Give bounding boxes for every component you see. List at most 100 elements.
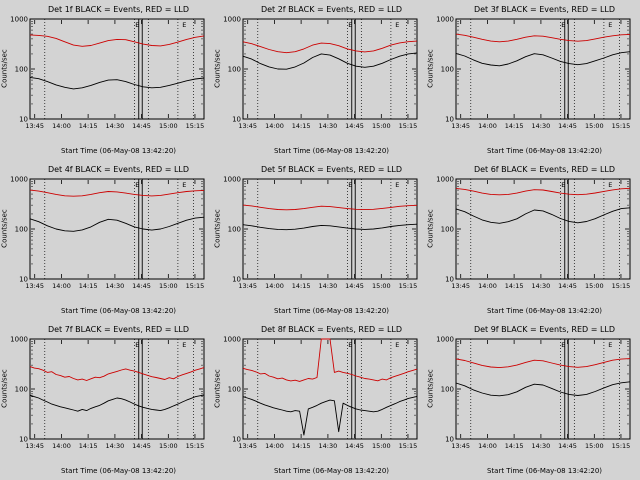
x-tick-label: 14:00: [478, 442, 497, 450]
flag-label: E: [395, 181, 399, 189]
x-tick-label: 14:00: [265, 122, 284, 130]
x-axis-label: Start Time (06-May-08 13:42:20): [60, 467, 177, 475]
y-tick-label: 10: [19, 276, 28, 284]
x-tick-label: 14:45: [558, 122, 577, 130]
x-tick-label: 14:15: [505, 442, 524, 450]
x-tick-label: 14:00: [478, 282, 497, 290]
plot-title: Det 5f BLACK = Events, RED = LLD: [260, 165, 403, 174]
flag-label: E: [348, 181, 352, 189]
plot-title: Det 9f BLACK = Events, RED = LLD: [473, 325, 616, 334]
plot-canvas: 10 100 1000 13:45 14:00 14:15 14:30 14:45 15:00 1…: [10, 336, 205, 450]
plot-frame: [29, 18, 205, 120]
x-tick-label: 14:00: [265, 442, 284, 450]
x-tick-label: 14:30: [319, 282, 338, 290]
x-tick-label: 14:30: [106, 442, 125, 450]
flag-label: E: [348, 341, 352, 349]
plot-frame: [455, 18, 631, 120]
plot-canvas: 10 100 1000 13:45 14:00 14:15 14:30 14:45 15:00 1…: [223, 176, 418, 290]
x-tick-label: 13:45: [451, 442, 470, 450]
x-axis-label: Start Time (06-May-08 13:42:20): [60, 147, 177, 155]
x-tick-label: 14:00: [265, 282, 284, 290]
x-tick-label: 13:45: [238, 442, 257, 450]
x-tick-label: 14:15: [292, 442, 311, 450]
series-lld-line: [455, 358, 631, 369]
detector-plot: Det 8f BLACK = Events, RED = LLD Counts/…: [213, 320, 426, 480]
plot-title: Det 3f BLACK = Events, RED = LLD: [473, 5, 616, 14]
flag-label: E: [348, 21, 352, 29]
x-tick-label: 14:00: [52, 282, 71, 290]
y-tick-label: 1000: [223, 16, 241, 24]
flag-label: E: [135, 341, 139, 349]
series-events-line: [29, 394, 205, 412]
x-axis-label: Start Time (06-May-08 13:42:20): [60, 307, 177, 315]
y-tick-label: 10: [445, 436, 454, 444]
series-lld-line: [242, 40, 418, 54]
series-lld-line: [455, 33, 631, 43]
y-tick-label: 1000: [10, 16, 28, 24]
x-tick-label: 14:30: [532, 442, 551, 450]
plot-body: Counts/sec 10 100 1000 13:45 14:00 14:15 14:30…: [0, 335, 213, 467]
y-tick-label: 1000: [436, 16, 454, 24]
x-tick-label: 14:15: [292, 282, 311, 290]
x-tick-label: 15:00: [372, 282, 391, 290]
y-tick-label: 10: [19, 436, 28, 444]
x-tick-label: 13:45: [238, 282, 257, 290]
flag-label: E: [561, 181, 565, 189]
x-tick-label: 14:00: [478, 122, 497, 130]
plot-frame: [455, 178, 631, 280]
x-tick-label: 14:45: [345, 122, 364, 130]
x-tick-label: 15:15: [399, 282, 418, 290]
y-tick-label: 1000: [223, 336, 241, 344]
x-tick-label: 13:45: [451, 122, 470, 130]
x-tick-label: 14:30: [532, 282, 551, 290]
x-tick-label: 15:00: [372, 122, 391, 130]
y-tick-label: 100: [228, 226, 241, 234]
flag-label: E: [608, 21, 612, 29]
plot-body: Counts/sec 10 100 1000 13:45 14:00 14:15 14:30…: [426, 175, 639, 307]
series-lld-line: [29, 366, 205, 381]
plot-frame: [242, 178, 418, 280]
x-tick-label: 13:45: [238, 122, 257, 130]
plot-body: Counts/sec 10 100 1000 13:45 14:00 14:15 14:30…: [0, 15, 213, 147]
x-tick-label: 14:45: [558, 442, 577, 450]
y-tick-label: 100: [15, 226, 28, 234]
x-tick-label: 15:00: [585, 122, 604, 130]
y-tick-label: 10: [232, 116, 241, 124]
detector-plot: Det 6f BLACK = Events, RED = LLD Counts/…: [426, 160, 639, 320]
plot-frame: [29, 338, 205, 440]
detector-plot: Det 4f BLACK = Events, RED = LLD Counts/…: [0, 160, 213, 320]
x-tick-label: 14:15: [292, 122, 311, 130]
y-tick-label: 100: [228, 66, 241, 74]
y-tick-label: 100: [441, 66, 454, 74]
series-events-line: [242, 395, 418, 436]
plot-canvas: 10 100 1000 13:45 14:00 14:15 14:30 14:45 15:00 1…: [223, 336, 418, 450]
x-tick-label: 15:00: [159, 122, 178, 130]
x-tick-label: 14:45: [345, 282, 364, 290]
y-tick-label: 10: [19, 116, 28, 124]
plot-canvas: 10 100 1000 13:45 14:00 14:15 14:30 14:45 15:00 1…: [10, 176, 205, 290]
x-tick-label: 15:15: [612, 282, 631, 290]
detector-plot: Det 3f BLACK = Events, RED = LLD Counts/…: [426, 0, 639, 160]
plot-body: Counts/sec 10 100 1000 13:45 14:00 14:15 14:30…: [213, 335, 426, 467]
y-tick-label: 10: [445, 276, 454, 284]
x-tick-label: 14:45: [345, 442, 364, 450]
x-tick-label: 14:30: [106, 122, 125, 130]
series-events-line: [29, 76, 205, 90]
y-tick-label: 100: [441, 226, 454, 234]
x-tick-label: 14:00: [52, 122, 71, 130]
detector-plot: Det 2f BLACK = Events, RED = LLD Counts/…: [213, 0, 426, 160]
x-tick-label: 14:45: [132, 122, 151, 130]
x-tick-label: 15:00: [159, 442, 178, 450]
flag-label: E: [135, 21, 139, 29]
plot-canvas: 10 100 1000 13:45 14:00 14:15 14:30 14:45 15:00 1…: [10, 16, 205, 130]
x-axis-label: Start Time (06-May-08 13:42:20): [486, 307, 603, 315]
plot-body: Counts/sec 10 100 1000 13:45 14:00 14:15 14:30…: [213, 175, 426, 307]
x-axis-label: Start Time (06-May-08 13:42:20): [273, 147, 390, 155]
flag-label: E: [608, 181, 612, 189]
x-tick-label: 14:00: [52, 442, 71, 450]
y-tick-label: 1000: [10, 176, 28, 184]
y-tick-label: 10: [232, 276, 241, 284]
x-tick-label: 15:00: [372, 442, 391, 450]
flag-label: E: [561, 341, 565, 349]
detector-plot: Det 5f BLACK = Events, RED = LLD Counts/…: [213, 160, 426, 320]
